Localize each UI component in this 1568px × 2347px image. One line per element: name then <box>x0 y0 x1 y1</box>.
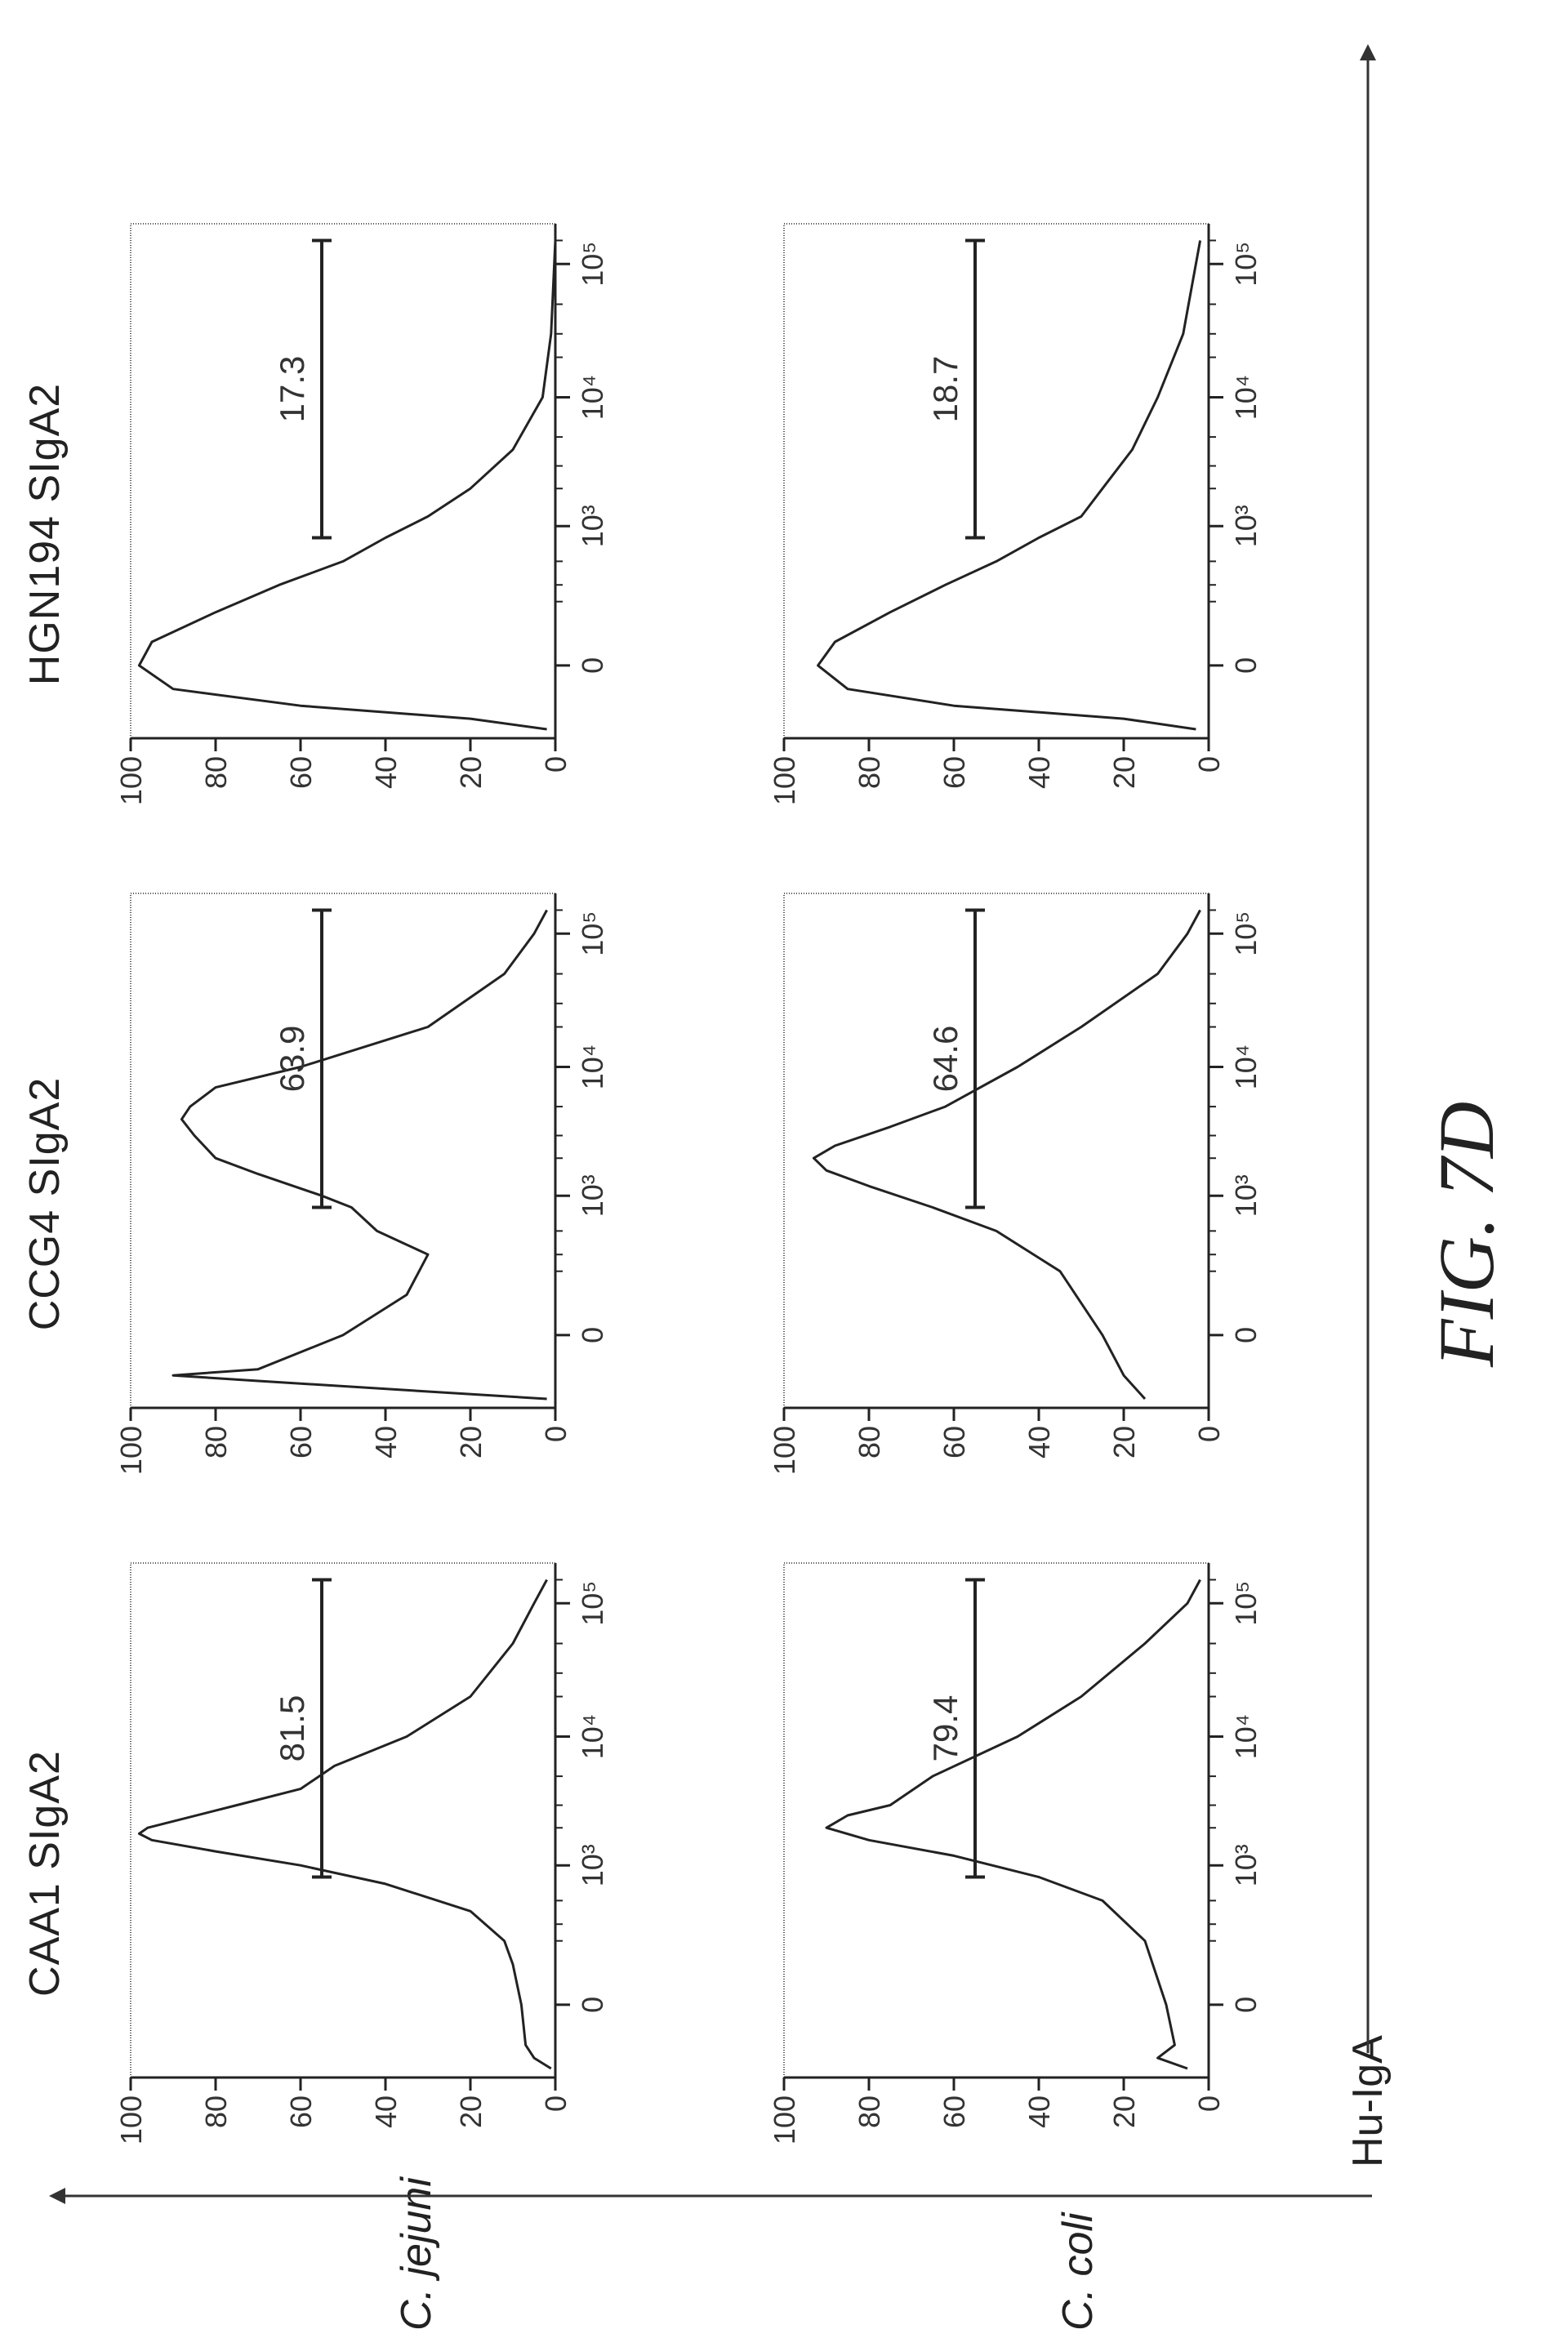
y-tick-label: 100 <box>768 756 801 805</box>
histogram-line <box>137 240 557 731</box>
x-tick-label: 10⁴ <box>576 375 609 421</box>
y-tick-label: 20 <box>454 756 488 789</box>
y-tick-label: 0 <box>1192 1426 1226 1442</box>
x-tick-label: 10⁴ <box>576 1044 609 1090</box>
x-tick-label: 0 <box>576 1327 609 1343</box>
x-tick-label: 10³ <box>1229 505 1263 547</box>
y-tick-label: 60 <box>938 2095 971 2128</box>
x-tick-label: 10³ <box>1229 1174 1263 1217</box>
x-tick-label: 0 <box>1229 657 1263 674</box>
histogram-panel: 0 20 40 60 80 100 0 10³ 10⁴ 10⁵ 18.7 <box>760 207 1290 844</box>
y-tick-label: 0 <box>539 2095 572 2112</box>
x-tick-label: 10³ <box>1229 1844 1263 1886</box>
x-tick-label: 10³ <box>576 1844 609 1886</box>
column-title-hgn194: HGN194 SIgA2 <box>21 382 69 686</box>
histogram-panel: 0 20 40 60 80 100 0 10³ 10⁴ 10⁵ 81.5 <box>106 1547 637 2184</box>
histogram-ccg4-c-jejuni: 0 20 40 60 80 100 0 10³ 10⁴ 10⁵ 63.9 <box>114 893 609 1475</box>
y-tick-label: 0 <box>1192 756 1226 773</box>
x-tick-label: 0 <box>576 657 609 674</box>
y-tick-label: 80 <box>853 2095 886 2128</box>
y-tick-label: 0 <box>539 1426 572 1442</box>
plot-frame <box>130 223 556 739</box>
x-tick-label: 0 <box>576 1997 609 2013</box>
y-tick-label: 100 <box>114 756 148 805</box>
gate-value-label: 63.9 <box>273 1026 311 1093</box>
histogram-panel: 0 20 40 60 80 100 0 10³ 10⁴ 10⁵ 17.3 <box>106 207 637 844</box>
y-tick-label: 60 <box>284 2095 318 2128</box>
x-tick-label: 10⁴ <box>1229 1714 1263 1760</box>
histogram-hgn194-c-jejuni: 0 20 40 60 80 100 0 10³ 10⁴ 10⁵ 17.3 <box>114 223 609 805</box>
x-tick-label: 0 <box>1229 1997 1263 2013</box>
histogram-panel: 0 20 40 60 80 100 0 10³ 10⁴ 10⁵ 63.9 <box>106 877 637 1514</box>
x-tick-label: 10³ <box>576 1174 609 1217</box>
x-axis-arrow <box>1360 44 1376 2053</box>
y-tick-label: 40 <box>1022 1426 1056 1459</box>
plot-frame <box>783 1562 1209 2078</box>
gate-value-label: 79.4 <box>926 1695 964 1762</box>
y-tick-label: 20 <box>1107 756 1141 789</box>
plot-frame <box>783 893 1209 1409</box>
x-tick-label: 10⁵ <box>576 242 609 287</box>
y-tick-label: 80 <box>853 756 886 789</box>
x-tick-label: 10⁵ <box>1229 242 1263 287</box>
y-tick-label: 40 <box>369 2095 403 2128</box>
histogram-line <box>172 909 548 1401</box>
plot-frame <box>130 1562 556 2078</box>
y-tick-label: 60 <box>938 756 971 789</box>
y-tick-label: 0 <box>1192 2095 1226 2112</box>
y-tick-label: 100 <box>114 1426 148 1475</box>
x-tick-label: 10⁴ <box>1229 1044 1263 1090</box>
y-tick-label: 80 <box>199 756 233 789</box>
y-tick-label: 100 <box>768 1426 801 1475</box>
histogram-ccg4-c-coli: 0 20 40 60 80 100 0 10³ 10⁴ 10⁵ 64.6 <box>768 893 1263 1475</box>
gate-value-label: 18.7 <box>926 356 964 423</box>
gate-value-label: 81.5 <box>273 1695 311 1762</box>
x-tick-label: 10⁵ <box>576 1581 609 1626</box>
y-tick-label: 60 <box>284 1426 318 1459</box>
x-tick-label: 10⁵ <box>576 911 609 956</box>
gate-value-label: 64.6 <box>926 1026 964 1093</box>
y-tick-label: 20 <box>454 1426 488 1459</box>
y-tick-label: 80 <box>199 1426 233 1459</box>
y-tick-label: 20 <box>1107 2095 1141 2128</box>
x-tick-label: 10⁵ <box>1229 1581 1263 1626</box>
plot-frame <box>783 223 1209 739</box>
x-tick-label: 10⁵ <box>1229 911 1263 956</box>
histogram-line <box>817 240 1202 731</box>
histogram-line <box>137 1579 552 2070</box>
y-axis-arrow <box>49 2188 1372 2204</box>
histogram-panel: 0 20 40 60 80 100 0 10³ 10⁴ 10⁵ 79.4 <box>760 1547 1290 2184</box>
column-title-caa1: CAA1 SIgA2 <box>21 1750 69 1997</box>
plot-frame <box>130 893 556 1409</box>
x-tick-label: 10⁴ <box>1229 375 1263 421</box>
y-tick-label: 20 <box>1107 1426 1141 1459</box>
y-tick-label: 100 <box>768 2095 801 2144</box>
y-tick-label: 80 <box>853 1426 886 1459</box>
y-tick-label: 40 <box>369 756 403 789</box>
histogram-caa1-c-coli: 0 20 40 60 80 100 0 10³ 10⁴ 10⁵ 79.4 <box>768 1562 1263 2144</box>
x-tick-label: 10³ <box>576 505 609 547</box>
histogram-caa1-c-jejuni: 0 20 40 60 80 100 0 10³ 10⁴ 10⁵ 81.5 <box>114 1562 609 2144</box>
y-tick-label: 100 <box>114 2095 148 2144</box>
histogram-line <box>825 1579 1201 2070</box>
y-tick-label: 80 <box>199 2095 233 2128</box>
histogram-line <box>812 909 1201 1401</box>
row-label-c-coli: C. coli <box>1054 2212 1102 2331</box>
y-tick-label: 60 <box>938 1426 971 1459</box>
y-tick-label: 20 <box>454 2095 488 2128</box>
y-tick-label: 0 <box>539 756 572 773</box>
y-tick-label: 40 <box>1022 756 1056 789</box>
x-axis-label: Hu-IgA <box>1344 2035 1392 2167</box>
x-tick-label: 10⁴ <box>576 1714 609 1760</box>
column-title-ccg4: CCG4 SIgA2 <box>21 1076 69 1331</box>
gate-value-label: 17.3 <box>273 356 311 423</box>
histogram-hgn194-c-coli: 0 20 40 60 80 100 0 10³ 10⁴ 10⁵ 18.7 <box>768 223 1263 805</box>
figure-label: FIG. 7D <box>1423 1101 1510 1367</box>
y-tick-label: 60 <box>284 756 318 789</box>
y-tick-label: 40 <box>1022 2095 1056 2128</box>
histogram-panel: 0 20 40 60 80 100 0 10³ 10⁴ 10⁵ 64.6 <box>760 877 1290 1514</box>
y-tick-label: 40 <box>369 1426 403 1459</box>
x-tick-label: 0 <box>1229 1327 1263 1343</box>
